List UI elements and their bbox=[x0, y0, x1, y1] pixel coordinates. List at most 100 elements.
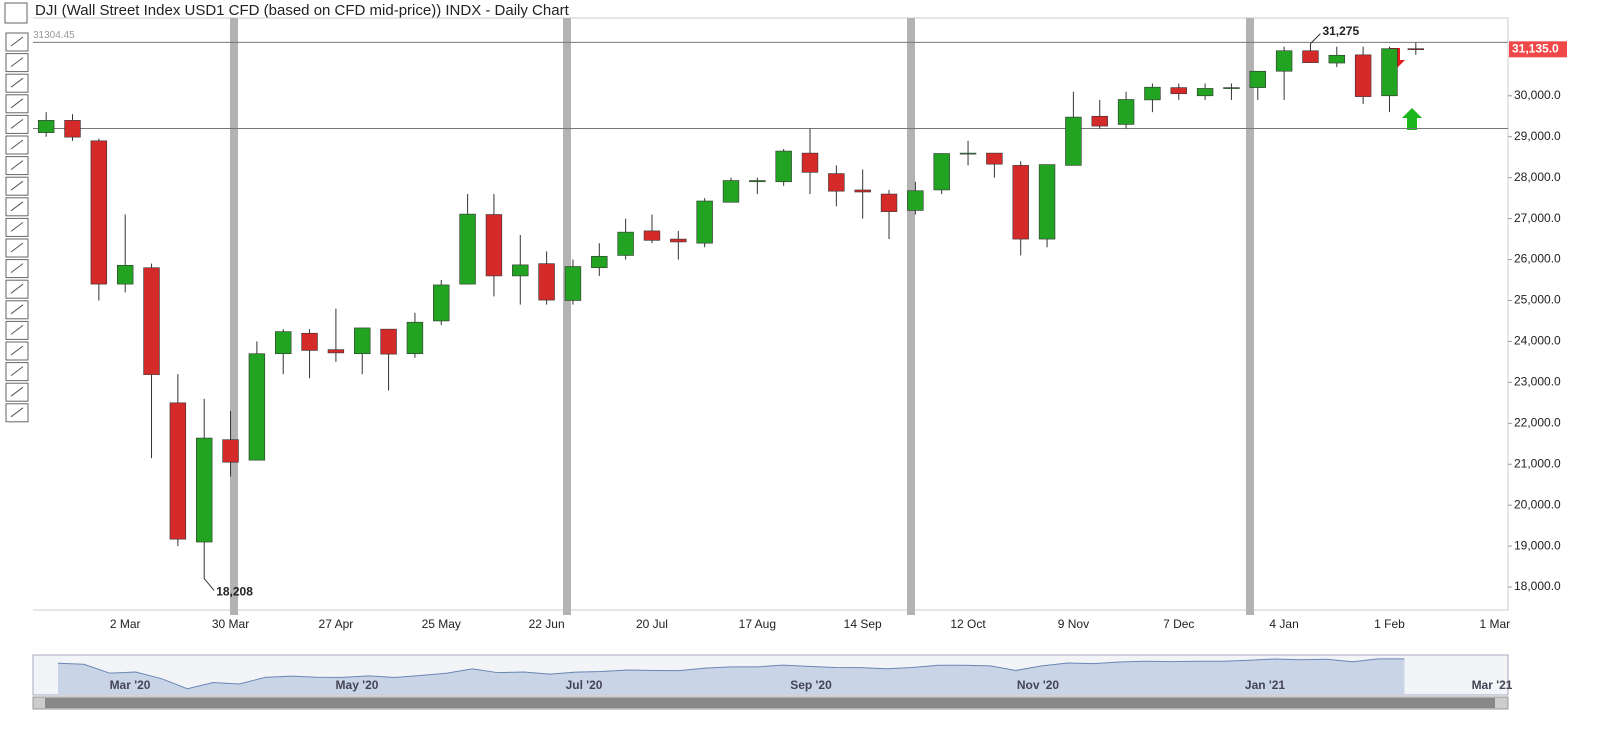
navigator-line bbox=[57, 658, 1405, 690]
candle-body bbox=[564, 266, 582, 301]
y-tick-label: 23,000.0 bbox=[1514, 375, 1561, 389]
tool-icon bbox=[10, 77, 24, 88]
tool-icon bbox=[10, 242, 24, 253]
crosshair-label: 31304.45 bbox=[33, 30, 75, 41]
x-tick-label: 1 Feb bbox=[1374, 617, 1405, 631]
navigator-label: Mar '21 bbox=[1472, 678, 1513, 692]
tool-icon bbox=[10, 221, 24, 232]
candle-body bbox=[1196, 88, 1214, 97]
candle-body bbox=[406, 321, 424, 355]
candle-body bbox=[986, 152, 1003, 165]
candle-body bbox=[64, 120, 81, 138]
candle-body bbox=[301, 332, 318, 351]
navigator-area bbox=[57, 658, 1405, 694]
high-annotation: 31,275 bbox=[1322, 24, 1359, 38]
y-tick-label: 27,000.0 bbox=[1514, 211, 1561, 225]
tool-icon bbox=[10, 180, 24, 191]
candle-body bbox=[854, 189, 871, 193]
x-tick-label: 7 Dec bbox=[1163, 617, 1194, 631]
candle-body bbox=[1065, 116, 1082, 166]
tool-icon bbox=[10, 283, 24, 294]
candle-body bbox=[1381, 48, 1398, 97]
candle-body bbox=[1249, 70, 1266, 88]
candle-body bbox=[1407, 48, 1425, 51]
candle-body bbox=[1170, 87, 1187, 95]
candle-body bbox=[722, 180, 740, 203]
candle-body bbox=[1302, 50, 1319, 63]
separator bbox=[230, 18, 238, 615]
tool-icon bbox=[10, 263, 24, 274]
candle-body bbox=[617, 231, 634, 256]
tool-icon bbox=[10, 201, 24, 212]
candle-body bbox=[37, 120, 55, 133]
y-tick-label: 30,000.0 bbox=[1514, 88, 1561, 102]
candle-body bbox=[433, 284, 450, 322]
price-tag bbox=[1509, 41, 1567, 58]
x-tick-label: 1 Mar bbox=[1479, 617, 1510, 631]
candle-body bbox=[354, 327, 371, 355]
candle-body bbox=[196, 437, 213, 543]
candle-body bbox=[275, 331, 292, 355]
candle-body bbox=[801, 152, 819, 173]
x-tick-label: 22 Jun bbox=[529, 617, 565, 631]
y-tick-label: 28,000.0 bbox=[1514, 170, 1561, 184]
annotation-leader bbox=[1310, 33, 1321, 44]
chart-title: DJI (Wall Street Index USD1 CFD (based o… bbox=[35, 2, 570, 19]
tool-icon bbox=[10, 366, 24, 377]
separator bbox=[1246, 18, 1254, 615]
candle-body bbox=[1038, 164, 1056, 240]
fullscreen-button[interactable] bbox=[4, 2, 28, 24]
navigator-label: Mar '20 bbox=[110, 678, 151, 692]
tool-icon bbox=[10, 345, 24, 356]
x-tick-label: 30 Mar bbox=[212, 617, 249, 631]
x-tick-label: 20 Jul bbox=[636, 617, 668, 631]
candle-body bbox=[907, 190, 924, 211]
candle-body bbox=[1091, 115, 1108, 127]
navigator-label: Jan '21 bbox=[1245, 678, 1286, 692]
y-tick-label: 26,000.0 bbox=[1514, 252, 1561, 266]
x-tick-label: 25 May bbox=[422, 617, 461, 631]
scrollbar-thumb[interactable] bbox=[45, 698, 1495, 708]
y-tick-label: 21,000.0 bbox=[1514, 456, 1561, 470]
x-tick-label: 4 Jan bbox=[1269, 617, 1298, 631]
candle-body bbox=[512, 264, 529, 277]
candle-body bbox=[828, 173, 845, 192]
tool-icon bbox=[10, 119, 24, 129]
candle-body bbox=[327, 349, 345, 354]
candle-body bbox=[1275, 50, 1293, 72]
y-tick-label: 20,000.0 bbox=[1514, 497, 1561, 511]
candle-body bbox=[380, 328, 397, 355]
candle-body bbox=[1223, 87, 1240, 89]
separator bbox=[907, 18, 915, 615]
candle-body bbox=[1144, 86, 1161, 101]
tool-icon bbox=[10, 407, 24, 418]
navigator-label: Nov '20 bbox=[1017, 678, 1060, 692]
y-tick-label: 25,000.0 bbox=[1514, 293, 1561, 307]
y-tick-label: 24,000.0 bbox=[1514, 334, 1561, 348]
tool-icon bbox=[10, 139, 24, 150]
price-tag-label: 31,135.0 bbox=[1512, 41, 1559, 55]
tool-icon bbox=[10, 324, 24, 335]
candle-body bbox=[459, 213, 476, 285]
x-tick-label: 17 Aug bbox=[739, 617, 776, 631]
x-tick-label: 12 Oct bbox=[950, 617, 986, 631]
candle-body bbox=[959, 152, 977, 155]
candle-body bbox=[1354, 54, 1372, 97]
navigator-label: Jul '20 bbox=[566, 678, 603, 692]
x-tick-label: 27 Apr bbox=[319, 617, 354, 631]
y-tick-label: 29,000.0 bbox=[1514, 129, 1561, 143]
toolbar bbox=[5, 32, 29, 423]
tool-icon bbox=[10, 36, 24, 47]
tool-icon bbox=[10, 304, 24, 315]
tool-icon bbox=[10, 160, 24, 171]
period-separators bbox=[230, 18, 1254, 615]
navigator-label: May '20 bbox=[336, 678, 379, 692]
y-tick-label: 19,000.0 bbox=[1514, 538, 1561, 552]
candle-body bbox=[749, 180, 766, 183]
x-tick-label: 2 Mar bbox=[110, 617, 141, 631]
y-tick-label: 18,000.0 bbox=[1514, 579, 1561, 593]
candle-body bbox=[643, 230, 661, 241]
tool-icon bbox=[10, 98, 24, 109]
candle-body bbox=[143, 267, 160, 375]
